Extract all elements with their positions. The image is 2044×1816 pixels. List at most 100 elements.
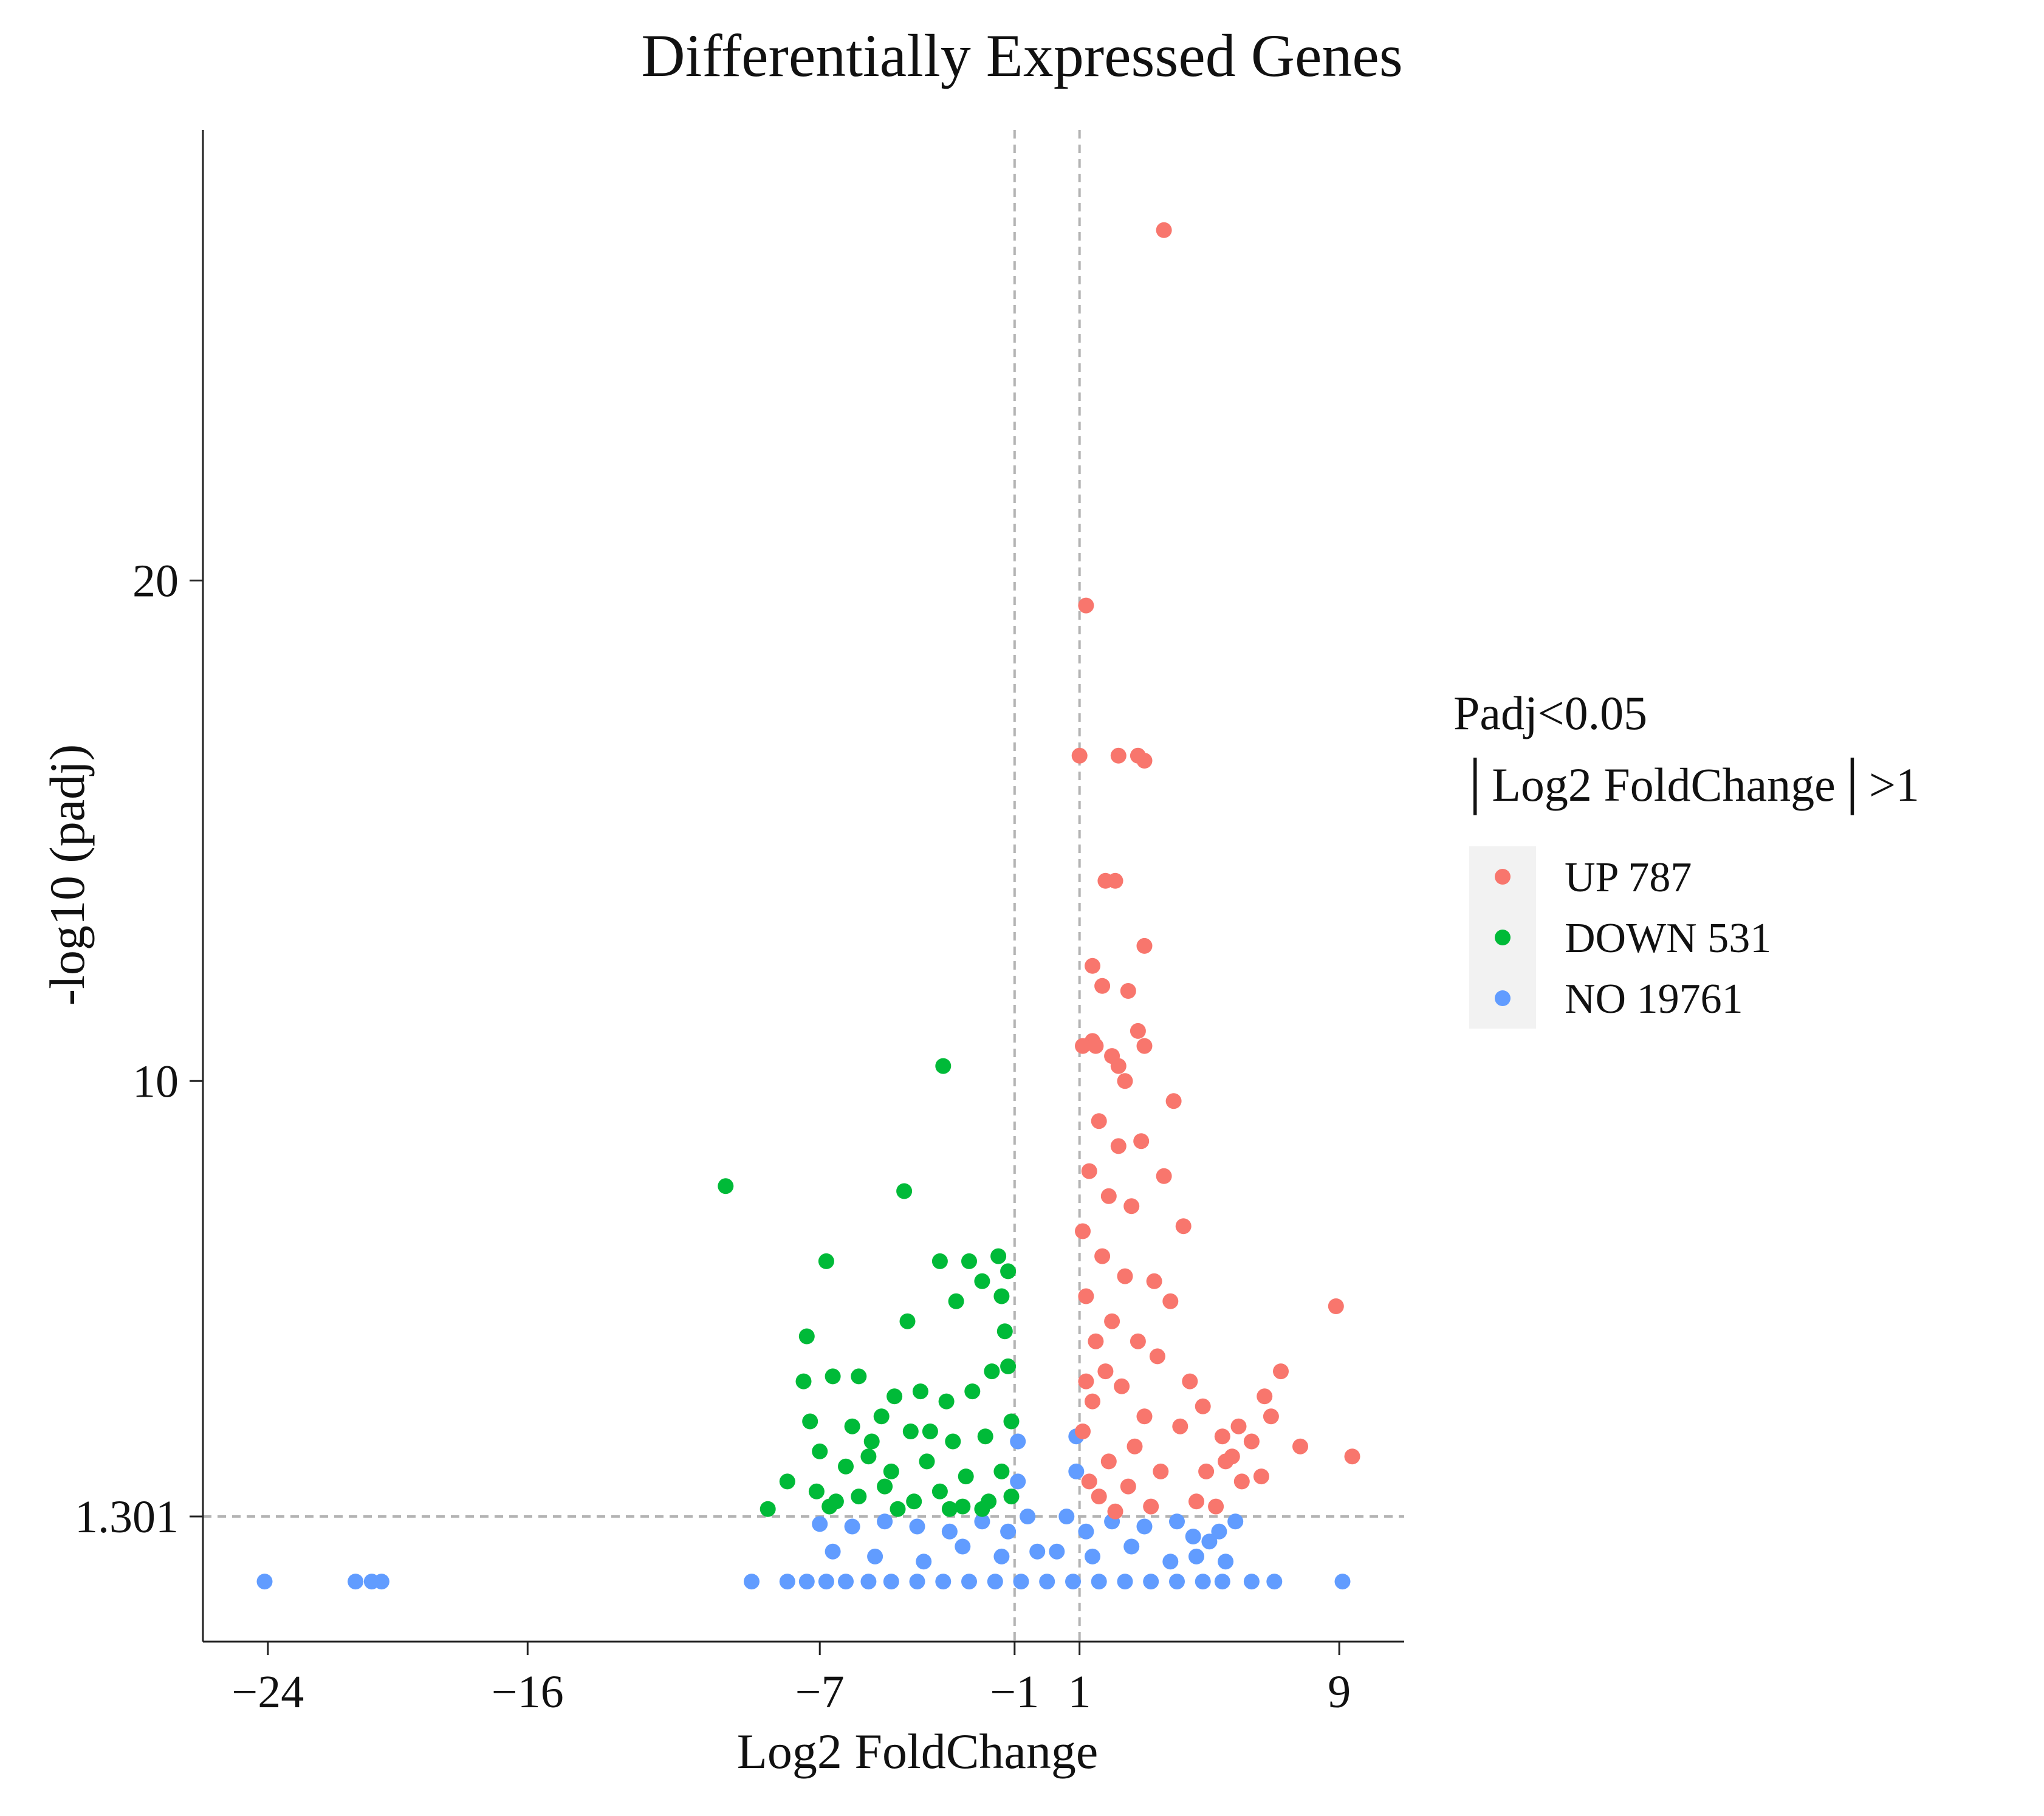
legend-label-up: UP 787: [1565, 854, 1692, 901]
point-up: [1100, 1453, 1117, 1470]
point-no: [987, 1574, 1003, 1590]
point-no: [1091, 1574, 1107, 1590]
point-no: [909, 1574, 925, 1590]
point-up: [1130, 1023, 1146, 1039]
point-up: [1107, 872, 1123, 889]
point-up: [1162, 1293, 1179, 1309]
point-no: [1058, 1509, 1075, 1524]
point-down: [851, 1368, 867, 1385]
point-no: [867, 1548, 883, 1564]
point-no: [348, 1574, 364, 1590]
point-no: [877, 1513, 893, 1530]
point-no: [1020, 1509, 1036, 1524]
point-up: [1078, 597, 1094, 614]
point-down: [808, 1483, 825, 1499]
point-no: [812, 1516, 828, 1532]
point-no: [1211, 1523, 1227, 1540]
point-down: [890, 1501, 906, 1517]
point-down: [977, 1428, 993, 1445]
point-up: [1094, 1248, 1111, 1264]
point-no: [909, 1518, 925, 1535]
point-no: [1000, 1523, 1017, 1540]
point-up: [1110, 1138, 1127, 1154]
point-down: [912, 1383, 928, 1400]
point-up: [1088, 1333, 1104, 1349]
y-axis-ticks: 1.301 10 20: [75, 555, 203, 1543]
point-up: [1133, 1133, 1150, 1150]
point-no: [1185, 1529, 1201, 1544]
point-down: [760, 1501, 776, 1517]
point-no: [1218, 1554, 1234, 1570]
point-up: [1130, 1333, 1146, 1349]
x-tick-label: −1: [990, 1667, 1039, 1718]
point-up: [1127, 1438, 1143, 1455]
point-up: [1071, 747, 1088, 764]
point-up: [1156, 222, 1172, 238]
point-up: [1156, 1168, 1172, 1184]
point-up: [1117, 1268, 1133, 1284]
x-tick-label: −7: [795, 1667, 845, 1718]
point-down: [899, 1313, 916, 1329]
point-down: [993, 1288, 1010, 1304]
point-up: [1136, 937, 1153, 954]
point-up: [1273, 1363, 1289, 1380]
data-points: [256, 222, 1360, 1590]
x-axis-ticks: −24 −16 −7 −1 1 9: [231, 1642, 1351, 1718]
point-up: [1243, 1433, 1260, 1450]
point-no: [1010, 1473, 1026, 1490]
y-tick-label: 1.301: [75, 1492, 179, 1543]
point-up: [1136, 1408, 1153, 1425]
point-down: [795, 1373, 812, 1389]
point-no: [744, 1574, 760, 1590]
point-no: [1136, 1518, 1153, 1535]
point-down: [974, 1273, 990, 1289]
point-no: [955, 1538, 971, 1555]
point-up: [1344, 1448, 1360, 1465]
point-no: [1123, 1538, 1140, 1555]
point-up: [1208, 1498, 1224, 1515]
point-up: [1094, 978, 1111, 994]
point-down: [873, 1408, 890, 1425]
point-no: [825, 1543, 841, 1560]
point-down: [922, 1424, 938, 1439]
y-axis-title: -log10 (padj): [39, 744, 95, 1006]
point-up: [1214, 1428, 1230, 1445]
chart-title: Differentially Expressed Genes: [641, 22, 1402, 89]
point-up: [1230, 1418, 1247, 1434]
point-no: [1334, 1574, 1351, 1590]
point-down: [883, 1463, 899, 1479]
threshold-lines: [203, 130, 1404, 1642]
point-no: [1065, 1574, 1081, 1590]
point-no: [993, 1548, 1010, 1564]
point-down: [984, 1363, 1000, 1380]
point-up: [1091, 1489, 1107, 1505]
point-no: [1214, 1574, 1230, 1590]
point-down: [993, 1463, 1010, 1479]
point-up: [1218, 1453, 1234, 1470]
point-up: [1123, 1198, 1140, 1215]
point-down: [838, 1458, 854, 1475]
point-up: [1107, 1503, 1123, 1520]
point-down: [863, 1433, 880, 1450]
point-down: [931, 1483, 948, 1499]
point-no: [844, 1518, 860, 1535]
point-no: [1227, 1513, 1244, 1530]
point-down: [877, 1478, 893, 1495]
point-down: [961, 1253, 977, 1269]
x-tick-label: −16: [492, 1667, 564, 1718]
point-no: [838, 1574, 854, 1590]
point-no: [1162, 1554, 1179, 1570]
point-no: [1049, 1543, 1065, 1560]
point-up: [1104, 1313, 1120, 1329]
point-up: [1075, 1424, 1091, 1439]
point-no: [1266, 1574, 1283, 1590]
point-up: [1085, 1393, 1100, 1410]
point-down: [941, 1501, 958, 1517]
point-up: [1149, 1348, 1165, 1365]
point-up: [1188, 1493, 1204, 1510]
point-up: [1172, 1418, 1188, 1434]
point-up: [1182, 1373, 1198, 1389]
legend: Padj<0.05 │Log2 FoldChange│>1 UP 787 DOW…: [1453, 687, 1919, 1029]
point-no: [373, 1574, 389, 1590]
point-no: [1243, 1574, 1260, 1590]
